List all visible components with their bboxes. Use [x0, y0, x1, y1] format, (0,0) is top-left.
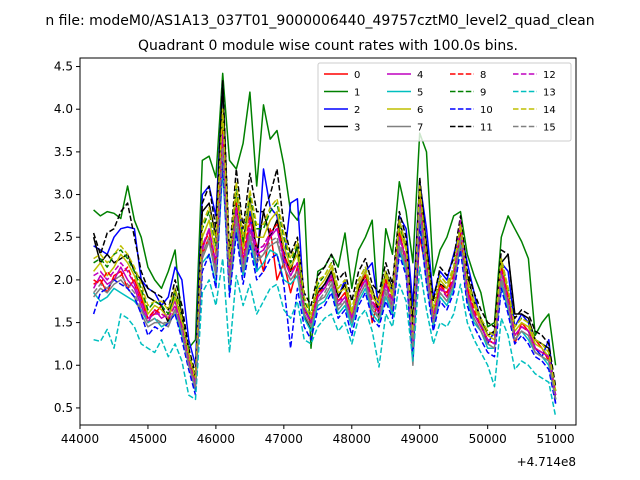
y-tick-label: 2.5 — [54, 230, 73, 244]
x-tick-label: 46000 — [197, 432, 235, 446]
y-axis: 0.5 1.0 1.5 2.0 2.5 3.0 3.5 4.0 4.5 — [54, 60, 80, 415]
series-line-12 — [93, 134, 557, 396]
x-tick-label: 44000 — [61, 432, 99, 446]
series-line-8 — [93, 129, 557, 396]
x-axis-offset-label: +4.714e8 — [517, 455, 576, 469]
legend-label-2: 2 — [354, 105, 360, 116]
x-tick-label: 45000 — [129, 432, 167, 446]
series-line-4 — [92, 142, 557, 396]
x-axis: 44000 45000 46000 47000 48000 49000 50000 51000 — [61, 425, 575, 446]
series-line-14 — [93, 108, 557, 392]
legend-label-0: 0 — [354, 70, 360, 81]
x-tick-label: 49000 — [401, 432, 439, 446]
legend-label-8: 8 — [480, 70, 486, 81]
legend-label-5: 5 — [417, 88, 423, 99]
y-tick-label: 4.5 — [54, 60, 73, 74]
y-tick-label: 1.5 — [54, 316, 73, 330]
series-line-6 — [93, 116, 557, 392]
chart-title: Quadrant 0 module wise count rates with … — [138, 38, 518, 54]
x-tick-label: 50000 — [469, 432, 507, 446]
series-line-13 — [93, 257, 557, 417]
series-line-0 — [93, 134, 557, 392]
legend-label-6: 6 — [417, 105, 423, 116]
legend-label-3: 3 — [354, 123, 360, 134]
y-tick-label: 2.0 — [54, 273, 73, 287]
legend-label-11: 11 — [480, 123, 493, 134]
y-tick-label: 3.5 — [54, 145, 73, 159]
series-line-10 — [92, 159, 557, 404]
legend-label-13: 13 — [543, 88, 556, 99]
legend-label-7: 7 — [417, 123, 423, 134]
x-tick-label: 47000 — [265, 432, 303, 446]
series-layer — [92, 72, 557, 417]
legend-label-14: 14 — [543, 105, 556, 116]
axes-frame — [79, 57, 577, 426]
legend-label-1: 1 — [354, 88, 360, 99]
y-tick-label: 0.5 — [54, 401, 73, 415]
legend-label-12: 12 — [543, 70, 556, 81]
y-tick-label: 3.0 — [54, 188, 73, 202]
figure-suptitle: n file: modeM0/AS1A13_037T01_9000006440_… — [45, 13, 594, 29]
legend-label-4: 4 — [417, 70, 423, 81]
series-line-11 — [92, 78, 557, 387]
series-line-7 — [93, 151, 557, 400]
x-tick-label: 51000 — [537, 432, 575, 446]
x-tick-label: 48000 — [333, 432, 371, 446]
series-line-15 — [93, 146, 557, 400]
legend-label-10: 10 — [480, 105, 493, 116]
legend-label-15: 15 — [543, 123, 556, 134]
series-line-9 — [93, 108, 557, 392]
y-tick-label: 1.0 — [54, 358, 73, 372]
legend-box — [317, 62, 572, 142]
y-tick-label: 4.0 — [54, 102, 73, 116]
legend-label-9: 9 — [480, 88, 486, 99]
